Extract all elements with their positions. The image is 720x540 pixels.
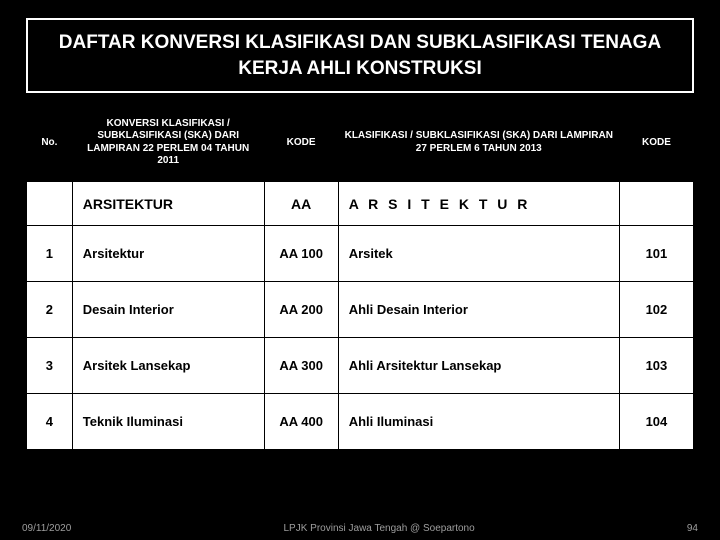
cell-klas: Arsitek bbox=[338, 226, 619, 282]
cell-kode1: AA 100 bbox=[264, 226, 338, 282]
cell-kode2: 101 bbox=[619, 226, 693, 282]
header-klasifikasi: KLASIFIKASI / SUBKLASIFIKASI (SKA) DARI … bbox=[338, 104, 619, 182]
header-konversi: KONVERSI KLASIFIKASI / SUBKLASIFIKASI (S… bbox=[72, 104, 264, 182]
cell-kode2: 103 bbox=[619, 338, 693, 394]
cell-no: 1 bbox=[27, 226, 73, 282]
cell-klas: Ahli Arsitektur Lansekap bbox=[338, 338, 619, 394]
section-no bbox=[27, 182, 73, 226]
footer: 09/11/2020 LPJK Provinsi Jawa Tengah @ S… bbox=[0, 523, 720, 534]
cell-kode2: 104 bbox=[619, 394, 693, 450]
cell-klas: Ahli Iluminasi bbox=[338, 394, 619, 450]
table-row: 3 Arsitek Lansekap AA 300 Ahli Arsitektu… bbox=[27, 338, 694, 394]
section-klas: A R S I T E K T U R bbox=[338, 182, 619, 226]
page-title: DAFTAR KONVERSI KLASIFIKASI DAN SUBKLASI… bbox=[42, 30, 678, 81]
table-row: 1 Arsitektur AA 100 Arsitek 101 bbox=[27, 226, 694, 282]
header-kode2: KODE bbox=[619, 104, 693, 182]
slide: DAFTAR KONVERSI KLASIFIKASI DAN SUBKLASI… bbox=[0, 0, 720, 540]
cell-no: 2 bbox=[27, 282, 73, 338]
header-no: No. bbox=[27, 104, 73, 182]
cell-kode2: 102 bbox=[619, 282, 693, 338]
conversion-table: No. KONVERSI KLASIFIKASI / SUBKLASIFIKAS… bbox=[26, 103, 694, 450]
footer-page: 94 bbox=[687, 523, 698, 534]
section-row: ARSITEKTUR AA A R S I T E K T U R bbox=[27, 182, 694, 226]
cell-kode1: AA 300 bbox=[264, 338, 338, 394]
section-kode2 bbox=[619, 182, 693, 226]
table-row: 2 Desain Interior AA 200 Ahli Desain Int… bbox=[27, 282, 694, 338]
cell-no: 3 bbox=[27, 338, 73, 394]
cell-konv: Arsitek Lansekap bbox=[72, 338, 264, 394]
cell-konv: Desain Interior bbox=[72, 282, 264, 338]
cell-no: 4 bbox=[27, 394, 73, 450]
header-kode1: KODE bbox=[264, 104, 338, 182]
footer-center: LPJK Provinsi Jawa Tengah @ Soepartono bbox=[283, 523, 474, 534]
cell-klas: Ahli Desain Interior bbox=[338, 282, 619, 338]
cell-konv: Arsitektur bbox=[72, 226, 264, 282]
section-konv: ARSITEKTUR bbox=[72, 182, 264, 226]
footer-date: 09/11/2020 bbox=[22, 523, 71, 534]
cell-kode1: AA 200 bbox=[264, 282, 338, 338]
cell-kode1: AA 400 bbox=[264, 394, 338, 450]
table-row: 4 Teknik Iluminasi AA 400 Ahli Iluminasi… bbox=[27, 394, 694, 450]
section-kode1: AA bbox=[264, 182, 338, 226]
table-header-row: No. KONVERSI KLASIFIKASI / SUBKLASIFIKAS… bbox=[27, 104, 694, 182]
cell-konv: Teknik Iluminasi bbox=[72, 394, 264, 450]
title-container: DAFTAR KONVERSI KLASIFIKASI DAN SUBKLASI… bbox=[26, 18, 694, 93]
